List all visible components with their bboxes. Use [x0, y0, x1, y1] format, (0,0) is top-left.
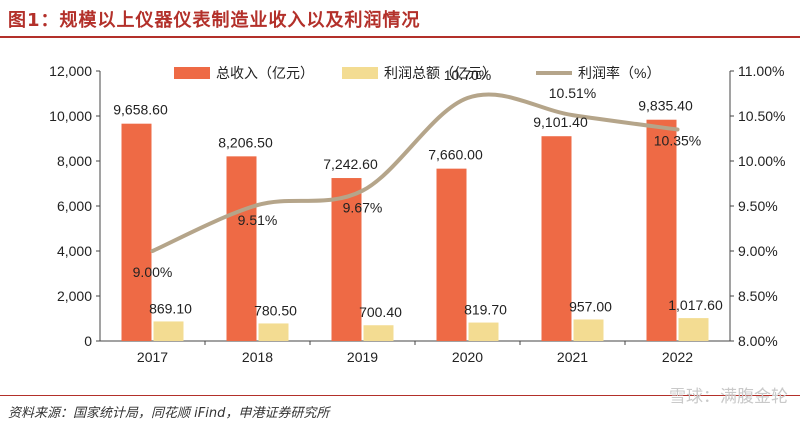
title-rule — [0, 36, 800, 38]
legend-swatch-revenue — [174, 67, 210, 79]
margin-data-label: 10.35% — [654, 133, 701, 149]
right-tick-label: 10.00% — [738, 153, 785, 169]
left-tick-label: 4,000 — [57, 243, 92, 259]
profit-data-label: 819.70 — [464, 302, 507, 318]
chart: 0 2,000 4,000 6,000 8,000 10,000 12,000 8.00% 8.… — [49, 63, 785, 365]
profit-data-label: 700.40 — [359, 304, 402, 320]
left-tick-label: 0 — [84, 333, 92, 349]
x-tick-label: 2020 — [452, 349, 483, 365]
left-tick-label: 2,000 — [57, 288, 92, 304]
revenue-data-label: 8,206.50 — [218, 134, 273, 150]
chart-title: 图1：规模以上仪器仪表制造业收入以及利润情况 — [8, 10, 421, 31]
right-tick-label: 11.00% — [738, 63, 784, 79]
margin-data-label: 9.51% — [238, 212, 278, 228]
revenue-data-label: 9,835.40 — [638, 98, 693, 114]
profit-data-label: 957.00 — [569, 298, 612, 314]
margin-data-label: 10.70% — [444, 67, 491, 83]
source-note: 资料来源：国家统计局，同花顺 iFind，申港证券研究所 — [8, 406, 330, 421]
x-tick-label: 2021 — [557, 349, 588, 365]
revenue-bar — [646, 119, 677, 342]
left-tick-label: 6,000 — [57, 198, 92, 214]
profit-bar — [258, 323, 289, 341]
revenue-bar — [541, 136, 572, 341]
left-tick-label: 12,000 — [49, 63, 92, 79]
profit-data-label: 780.50 — [254, 302, 297, 318]
margin-data-label: 9.67% — [343, 200, 383, 216]
revenue-data-label: 9,658.60 — [113, 102, 168, 118]
right-tick-label: 8.00% — [738, 333, 778, 349]
legend-label-profit: 利润总额（亿元） — [384, 65, 496, 81]
legend-label-margin: 利润率（%） — [578, 65, 660, 81]
profit-bar — [573, 319, 604, 341]
profit-bar — [363, 325, 394, 341]
margin-data-label: 9.00% — [133, 264, 173, 280]
profit-bar — [678, 318, 709, 341]
bottom-rule — [0, 395, 800, 396]
left-tick-label: 10,000 — [49, 108, 92, 124]
revenue-bar — [226, 156, 257, 341]
revenue-data-label: 7,660.00 — [428, 147, 483, 163]
right-tick-label: 9.00% — [738, 243, 778, 259]
x-tick-label: 2017 — [137, 349, 168, 365]
right-tick-label: 8.50% — [738, 288, 778, 304]
revenue-bar — [331, 178, 362, 341]
left-tick-label: 8,000 — [57, 153, 92, 169]
title-bar: 图1：规模以上仪器仪表制造业收入以及利润情况 — [0, 0, 800, 40]
right-tick-label: 9.50% — [738, 198, 778, 214]
x-tick-label: 2019 — [347, 349, 378, 365]
revenue-data-label: 7,242.60 — [323, 156, 378, 172]
legend-swatch-profit — [342, 67, 378, 79]
margin-data-label: 10.51% — [549, 85, 596, 101]
x-tick-label: 2022 — [662, 349, 693, 365]
watermark: 雪球：满腹金轮 — [669, 387, 788, 407]
profit-data-label: 869.10 — [149, 300, 192, 316]
revenue-data-label: 9,101.40 — [533, 114, 588, 130]
profit-bar — [468, 322, 499, 341]
profit-margin-line — [150, 92, 680, 253]
revenue-bar — [436, 168, 467, 341]
x-tick-label: 2018 — [242, 349, 273, 365]
legend-label-revenue: 总收入（亿元） — [216, 65, 314, 81]
profit-data-label: 1,017.60 — [668, 297, 723, 313]
right-tick-label: 10.50% — [738, 108, 785, 124]
revenue-bar — [121, 123, 152, 341]
profit-bar — [153, 321, 184, 341]
